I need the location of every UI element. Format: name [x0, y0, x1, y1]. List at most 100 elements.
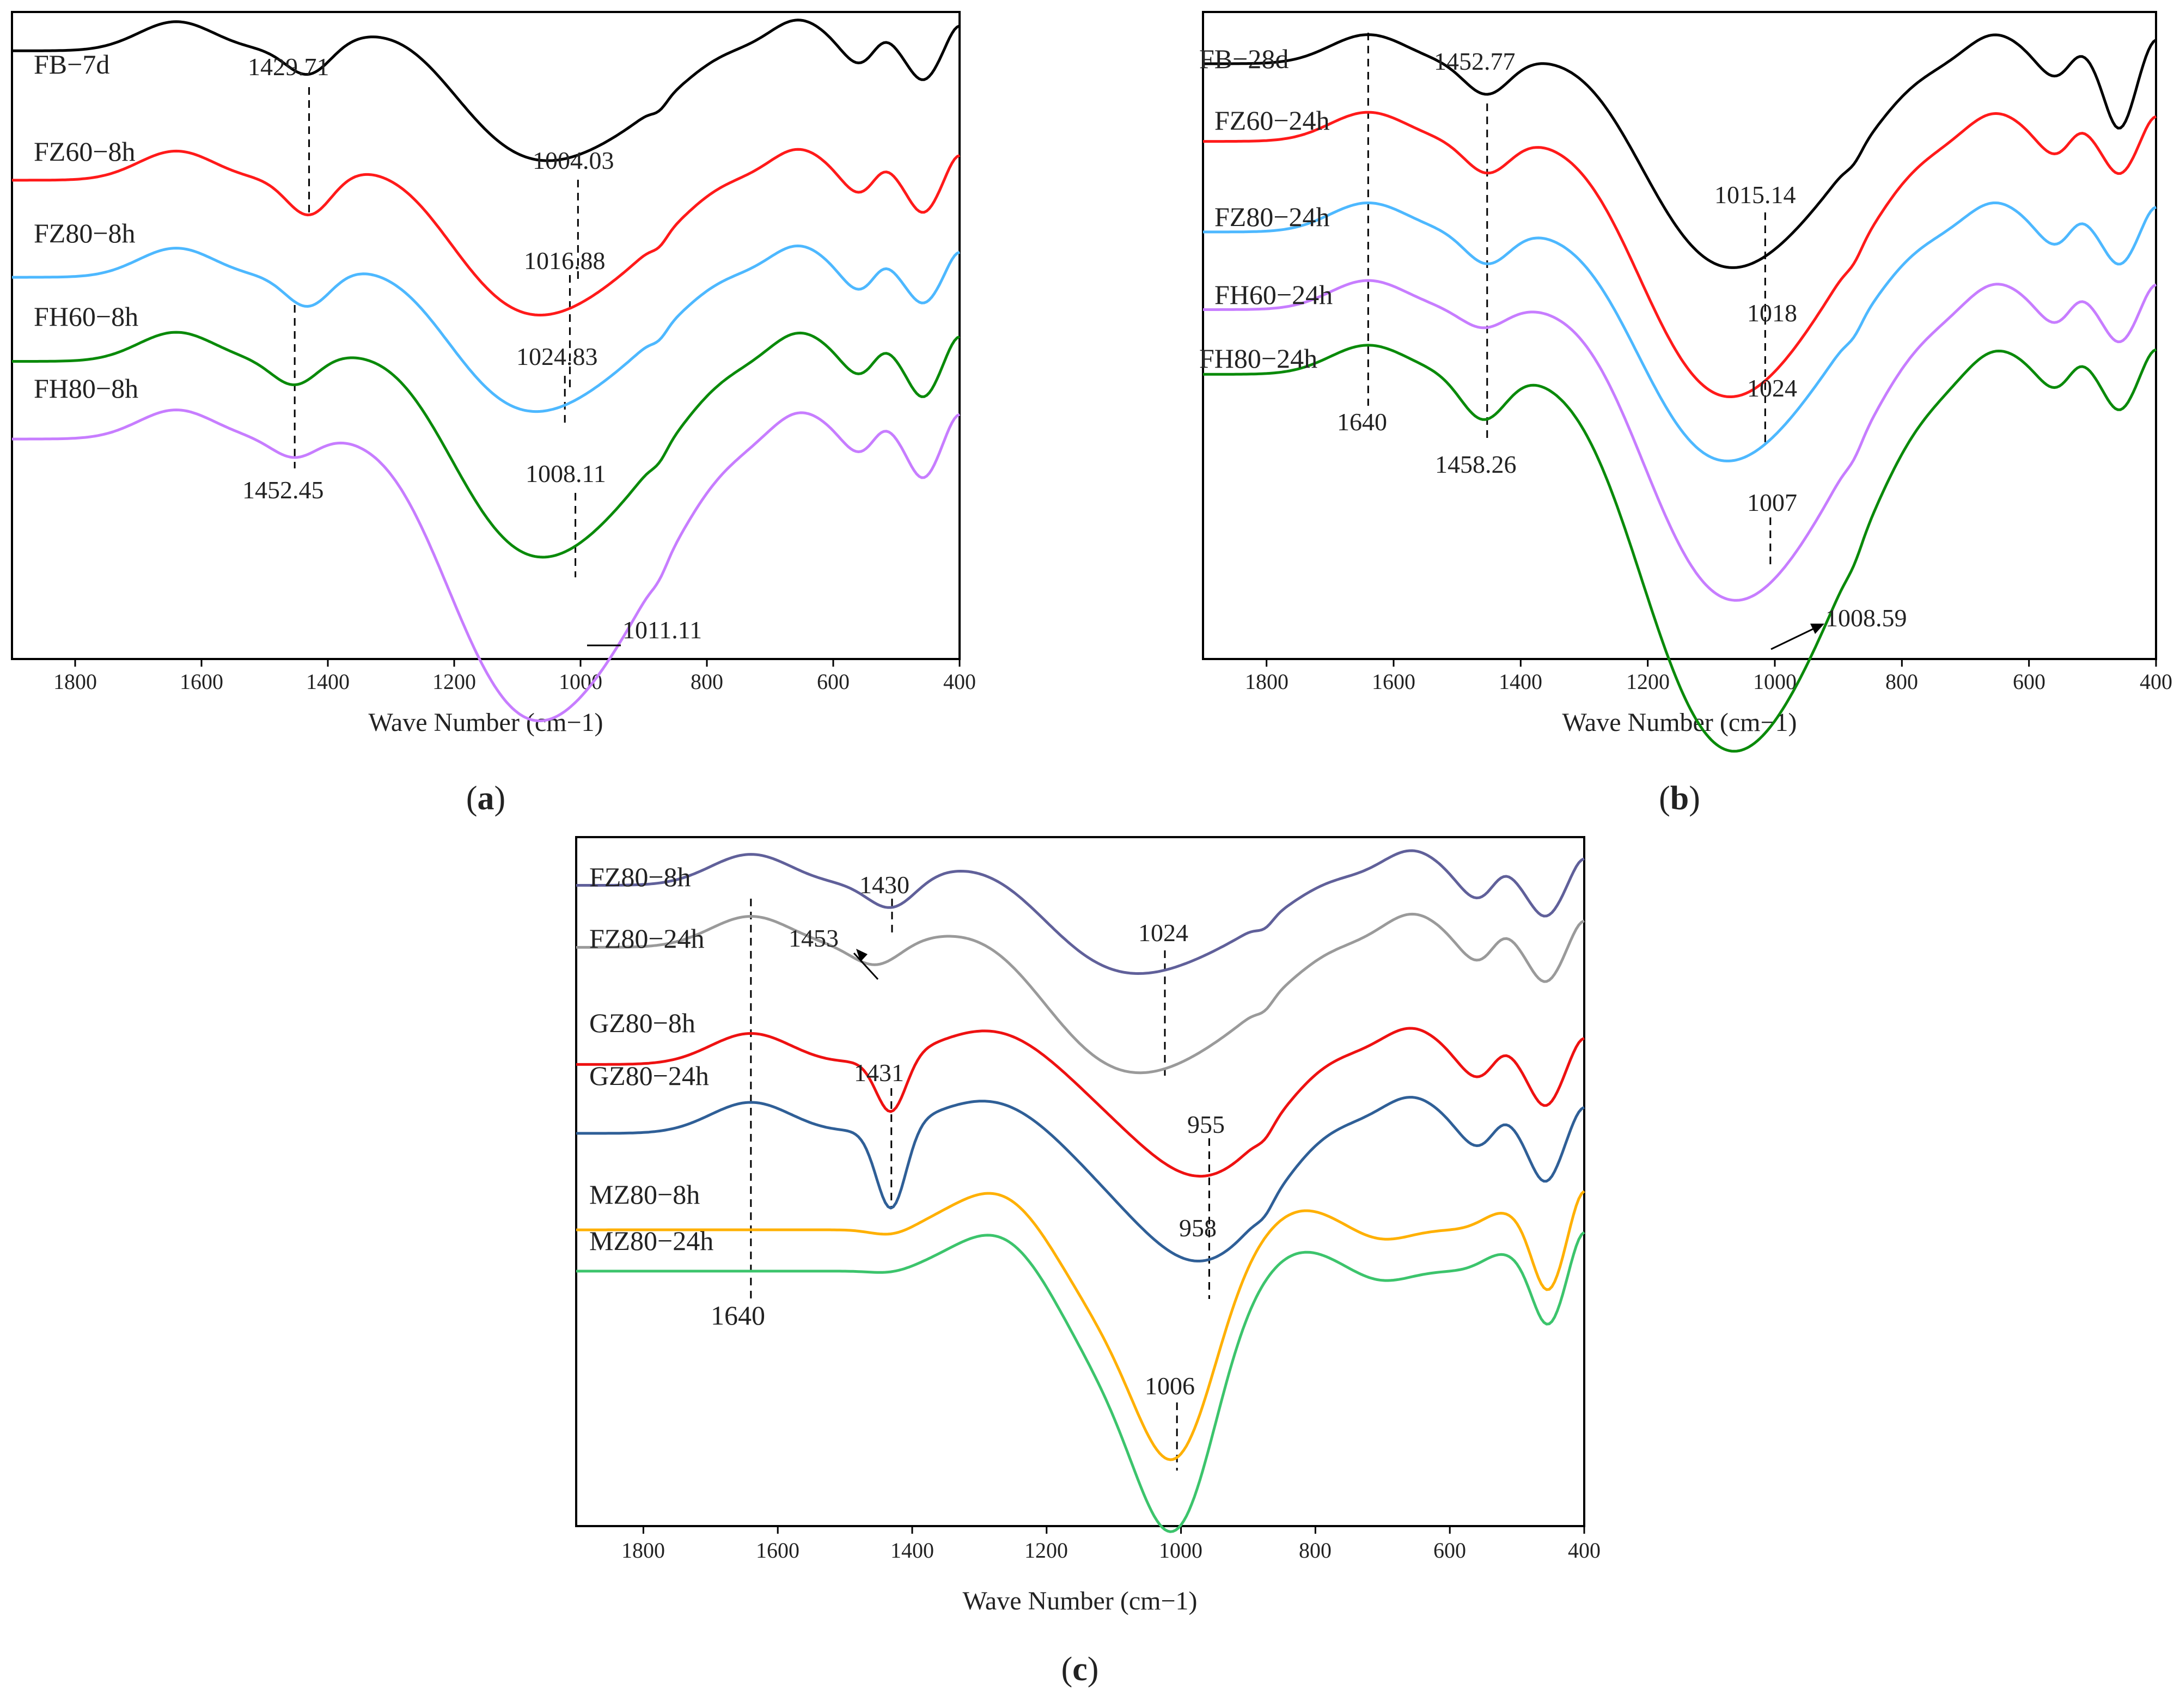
panel-c-label-close: ): [1088, 1651, 1099, 1688]
panel-c-ticks: [642, 1526, 1585, 1534]
panel-a-tick-1400: 1400: [306, 669, 350, 694]
panel-b-series-line-3: [1203, 279, 2157, 602]
panel-a-series: [12, 19, 961, 722]
panel-a-x-axis-label: Wave Number (cm−1): [368, 708, 603, 737]
panel-a-tick-1800: 1800: [53, 669, 97, 694]
panel-c-label: (c): [1061, 1651, 1099, 1688]
annotation-1008-59-arrowhead: [1810, 624, 1824, 634]
panel-a-series-labels: FB−7d FZ60−8h FZ80−8h FH60−8h FH80−8h: [34, 49, 138, 404]
annotation-1430: 1430: [859, 871, 909, 899]
panel-a-label-letter: a: [478, 780, 494, 817]
annotation-1453-arrow: [853, 952, 879, 980]
panel-c-tick-1000: 1000: [1159, 1538, 1202, 1563]
panel-a-tick-labels: 1800 1600 1400 1200 1000 800 600 400: [53, 669, 976, 694]
annotation-1453-arrowhead: [856, 949, 868, 962]
panel-c-tick-1800: 1800: [621, 1538, 665, 1563]
series-label-fh60-8h: FH60−8h: [34, 301, 138, 332]
annotation-1004-03: 1004.03: [533, 147, 614, 174]
panel-c-series-line-0: [576, 849, 1585, 975]
annotation-1431: 1431: [854, 1059, 904, 1087]
panel-c-series-line-4: [576, 1190, 1585, 1461]
annotation-1018: 1018: [1747, 299, 1797, 327]
annotation-1458-26: 1458.26: [1435, 450, 1517, 478]
panel-b-tick-400: 400: [2140, 669, 2172, 694]
annotation-1008-11: 1008.11: [526, 460, 606, 487]
panel-a-annotations: 1429.71 1004.03 1016.88 1024.83 1452.45 …: [242, 53, 702, 646]
series-label-mz80-24h: MZ80−24h: [589, 1225, 713, 1256]
annotation-1015-14: 1015.14: [1714, 181, 1796, 209]
panel-a-series-line-0: [12, 19, 961, 162]
annotation-1640: 1640: [1337, 408, 1387, 436]
panel-b: 1800 1600 1400 1200 1000 800 600 400 Wav…: [1199, 11, 2172, 817]
annotation-1016-88: 1016.88: [524, 247, 606, 274]
annotation-1024: 1024: [1747, 374, 1797, 402]
panel-b-tick-1800: 1800: [1245, 669, 1289, 694]
panel-b-label-letter: b: [1670, 780, 1689, 817]
series-label-gz80-8h: GZ80−8h: [589, 1008, 695, 1038]
panel-c-x-axis-label: Wave Number (cm−1): [962, 1587, 1197, 1615]
panel-c-dashed-lines: [750, 899, 1210, 1471]
panel-c-tick-600: 600: [1433, 1538, 1466, 1563]
panel-c-series-line-5: [576, 1231, 1585, 1533]
panel-b-frame: [1202, 11, 2157, 660]
panel-b-tick-1600: 1600: [1372, 669, 1415, 694]
panel-c-tick-1400: 1400: [890, 1538, 934, 1563]
panel-b-label: (b): [1659, 780, 1700, 817]
annotation-1024-c: 1024: [1138, 919, 1188, 947]
series-label-fh60-24h: FH60−24h: [1214, 279, 1333, 310]
annotation-955: 955: [1187, 1111, 1225, 1138]
panel-a-tick-800: 800: [691, 669, 723, 694]
panel-a-label-close: ): [494, 780, 506, 817]
annotation-1008-59-arrow: [1770, 626, 1817, 650]
panel-c-tick-1200: 1200: [1024, 1538, 1068, 1563]
annotation-1008-59: 1008.59: [1825, 604, 1907, 632]
panel-c-series-line-3: [576, 1096, 1585, 1262]
series-label-fb-7d: FB−7d: [34, 49, 109, 80]
panel-b-series-line-1: [1203, 111, 2157, 398]
annotation-1011-11: 1011.11: [622, 616, 702, 644]
panel-c-tick-labels: 1800 1600 1400 1200 1000 800 600 400: [621, 1538, 1601, 1563]
panel-a-series-line-1: [12, 148, 961, 316]
panel-c-annotations: 1430 1453 1024 1431 955 958 1006 1640: [711, 871, 1225, 1400]
panel-c: 1800 1600 1400 1200 1000 800 600 400 Wav…: [575, 836, 1601, 1688]
panel-c-tick-400: 400: [1568, 1538, 1601, 1563]
panel-c-series-line-1: [576, 912, 1585, 1075]
series-label-fz80-24h-c: FZ80−24h: [589, 923, 705, 954]
panel-a-label-open: (: [466, 780, 478, 817]
series-label-fh80-8h: FH80−8h: [34, 373, 138, 404]
panel-a-tick-1200: 1200: [432, 669, 476, 694]
panel-b-label-open: (: [1659, 780, 1670, 817]
series-label-fz80-8h-c: FZ80−8h: [589, 862, 691, 892]
panel-b-annotations: 1452.77 1015.14 1018 1024 1640 1458.26 1…: [1337, 47, 1907, 650]
series-label-fz60-8h: FZ60−8h: [34, 136, 136, 167]
series-label-fz80-8h: FZ80−8h: [34, 218, 136, 248]
panel-c-tick-800: 800: [1299, 1538, 1332, 1563]
panel-b-label-close: ): [1689, 780, 1700, 817]
annotation-1429-71: 1429.71: [248, 53, 329, 81]
annotation-1452-45: 1452.45: [242, 476, 324, 504]
panel-c-series-line-2: [576, 1027, 1585, 1178]
annotation-1024-83: 1024.83: [516, 343, 598, 370]
panel-a-frame: [11, 11, 961, 660]
annotation-1006: 1006: [1145, 1372, 1195, 1400]
panel-a-tick-1600: 1600: [180, 669, 223, 694]
panel-b-tick-1000: 1000: [1753, 669, 1797, 694]
panel-a-dashed-lines: [294, 87, 579, 577]
series-label-fz80-24h: FZ80−24h: [1214, 202, 1330, 232]
panel-a-label: (a): [466, 780, 505, 817]
panel-b-series-line-2: [1203, 202, 2157, 462]
series-label-gz80-24h: GZ80−24h: [589, 1060, 709, 1091]
panel-a-tick-600: 600: [817, 669, 850, 694]
series-label-mz80-8h: MZ80−8h: [589, 1179, 700, 1210]
panel-c-label-open: (: [1061, 1651, 1073, 1688]
panel-b-tick-600: 600: [2013, 669, 2045, 694]
panel-b-series-labels: FB−28d FZ60−24h FZ80−24h FH60−24h FH80−2…: [1199, 44, 1333, 374]
annotation-1453: 1453: [789, 924, 839, 952]
panel-b-series-line-0: [1203, 33, 2157, 269]
panel-b-tick-labels: 1800 1600 1400 1200 1000 800 600 400: [1245, 669, 2172, 694]
annotation-1640-c: 1640: [711, 1300, 765, 1331]
panel-c-label-letter: c: [1072, 1651, 1088, 1688]
panel-a-ticks: [74, 659, 961, 667]
